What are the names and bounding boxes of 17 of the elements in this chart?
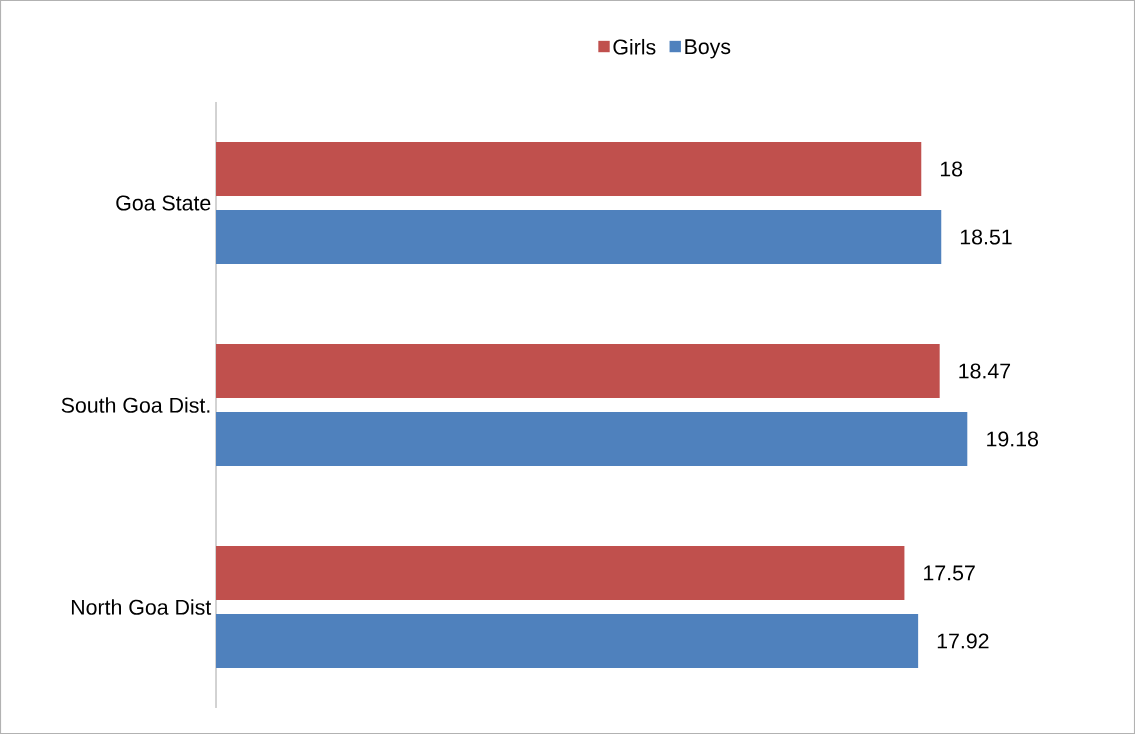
bar bbox=[216, 209, 942, 264]
data-label: 18 bbox=[940, 161, 963, 177]
bar bbox=[216, 546, 905, 600]
y-tick-label: Goa State bbox=[116, 195, 211, 211]
bar bbox=[216, 141, 922, 196]
data-label: 17.57 bbox=[924, 565, 975, 581]
bar bbox=[216, 343, 940, 398]
bar bbox=[216, 411, 968, 466]
data-label: 18.47 bbox=[959, 363, 1011, 379]
y-tick-label: North Goa Dist bbox=[71, 599, 212, 615]
data-label: 17.92 bbox=[937, 633, 989, 649]
y-tick-label: South Goa Dist. bbox=[61, 397, 210, 413]
legend-label: Girls bbox=[613, 38, 656, 55]
legend-label: Boys bbox=[685, 39, 731, 59]
data-label: 18.51 bbox=[960, 229, 1012, 245]
data-label: 19.18 bbox=[987, 431, 1038, 447]
bar bbox=[216, 613, 919, 668]
